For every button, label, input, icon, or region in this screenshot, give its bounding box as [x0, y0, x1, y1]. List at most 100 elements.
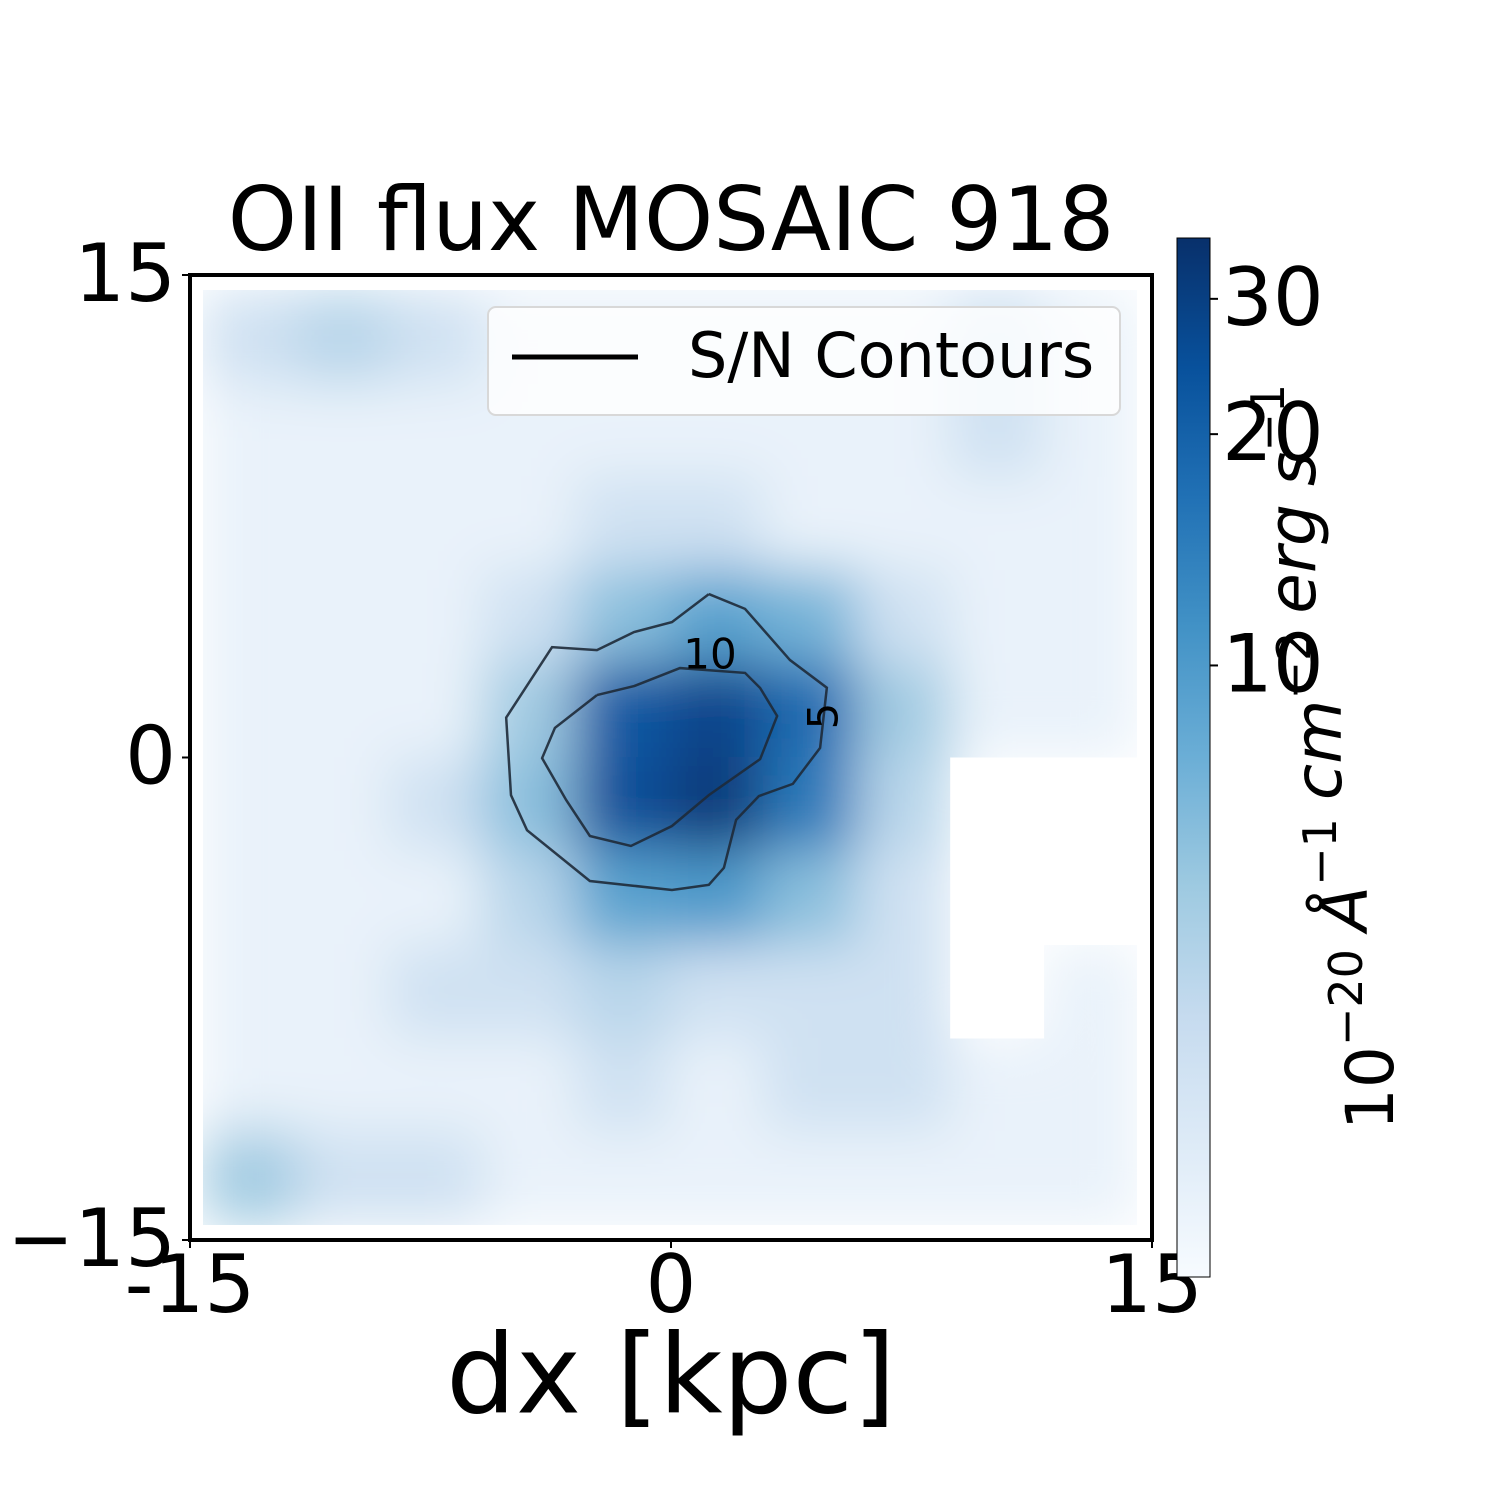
heatmap-cell [203, 944, 297, 1039]
colorbar-tick-label: 30 [1222, 251, 1324, 344]
heatmap-cell [295, 290, 391, 384]
heatmap-cell [295, 850, 391, 945]
x-tick-label: 0 [646, 1238, 697, 1331]
heatmap-cell [856, 757, 951, 852]
heatmap-cell [482, 944, 578, 1039]
heatmap-cell [203, 757, 297, 852]
colorbar-label-base: erg [1254, 504, 1331, 614]
heatmap-cell [389, 757, 484, 852]
heatmap-cell [1043, 1037, 1137, 1132]
heatmap-cell [482, 850, 578, 945]
heatmap-cell [389, 290, 484, 384]
heatmap-cell [856, 1131, 951, 1225]
heatmap-cell [203, 570, 297, 665]
heatmap-cell [762, 850, 858, 945]
heatmap-cell [295, 1037, 391, 1132]
heatmap-cell [669, 850, 764, 945]
heatmap-cell [669, 1131, 764, 1225]
heatmap-cell [856, 944, 951, 1039]
heatmap-cell [856, 476, 951, 571]
contour-line [504, 592, 829, 892]
masked-cell [950, 851, 1045, 945]
heatmap-cell [295, 570, 391, 665]
heatmap-cell [295, 476, 391, 571]
heatmap-cell [669, 663, 764, 758]
heatmap-cell [203, 290, 297, 384]
heatmap-cell [389, 663, 484, 758]
masked-cell [1043, 757, 1137, 852]
heatmap-cell [856, 850, 951, 945]
heatmap-cell [203, 383, 297, 478]
colorbar-label-base: cm [1280, 700, 1357, 801]
heatmap-cell [203, 663, 297, 758]
heatmap-cell [389, 1037, 484, 1132]
colorbar-label-exp: −20 [1319, 949, 1373, 1046]
heatmap-cell [203, 1131, 297, 1225]
heatmap-cell [482, 663, 578, 758]
heatmap-cell [949, 570, 1045, 665]
colorbar-label-exp: −1 [1293, 818, 1347, 886]
colorbar [1176, 237, 1211, 1278]
heatmap-cell [576, 1131, 671, 1225]
y-tick-label: 15 [74, 227, 176, 320]
heatmap-cell [203, 850, 297, 945]
heatmap-cell [576, 476, 671, 571]
x-tick-label: -15 [125, 1238, 256, 1331]
heatmap-cell [1043, 476, 1137, 571]
heatmap-cell [669, 476, 764, 571]
heatmap-cell [482, 757, 578, 852]
heatmap-cell [949, 663, 1045, 758]
masked-cell [950, 757, 1045, 852]
heatmap-cell [482, 570, 578, 665]
y-tick-label: −15 [7, 1192, 176, 1285]
heatmap-cell [949, 1037, 1045, 1132]
heatmap-cell [576, 944, 671, 1039]
heatmap-cell [389, 476, 484, 571]
colorbar-label: 10−20Å−1cm−2ergs−1 [1241, 384, 1410, 1130]
heatmap-cell [1043, 570, 1137, 665]
legend-label: S/N Contours [688, 319, 1094, 392]
chart-title: OII flux MOSAIC 918 [228, 168, 1115, 271]
heatmap-cell [856, 663, 951, 758]
heatmap-cell [203, 1037, 297, 1132]
heatmap-cell [1043, 1131, 1137, 1225]
heatmap-cell [669, 757, 764, 852]
heatmap-cell [856, 570, 951, 665]
colorbar-tick-label: 20 [1222, 386, 1324, 479]
colorbar-label-base: s [1254, 452, 1331, 486]
heatmap-cell [295, 757, 391, 852]
heatmap-cell [295, 1131, 391, 1225]
heatmap-cell [576, 850, 671, 945]
heatmap-cell [389, 1131, 484, 1225]
contour-label: 5 [799, 703, 848, 730]
image-area [203, 290, 1137, 1225]
heatmap-cell [482, 1037, 578, 1132]
heatmap-cell [949, 1131, 1045, 1225]
heatmap-cell [389, 850, 484, 945]
heatmap-cell [762, 663, 858, 758]
heatmap-cell [669, 944, 764, 1039]
heatmap-cell [295, 383, 391, 478]
heatmap-cell [203, 476, 297, 571]
colorbar-tick-label: 10 [1222, 617, 1324, 710]
heatmap-cell [1043, 944, 1137, 1039]
heatmap-cell [762, 757, 858, 852]
heatmap-cell [762, 944, 858, 1039]
heatmap-cell [389, 570, 484, 665]
heatmap-cell [482, 476, 578, 571]
masked-cell [1043, 851, 1137, 945]
heatmap-cell [762, 1037, 858, 1132]
contour-line [540, 666, 779, 848]
heatmap-cell [389, 944, 484, 1039]
heatmap-cell [762, 570, 858, 665]
x-axis-label: dx [kpc] [446, 1310, 896, 1438]
colorbar-label-base: Å [1306, 886, 1383, 935]
masked-cell [950, 944, 1045, 1039]
heatmap-cell [576, 1037, 671, 1132]
colorbar-label-exp: −1 [1241, 384, 1295, 452]
heatmap-cell [295, 663, 391, 758]
colorbar-label-exp: −2 [1267, 632, 1321, 700]
legend-box [487, 306, 1121, 416]
